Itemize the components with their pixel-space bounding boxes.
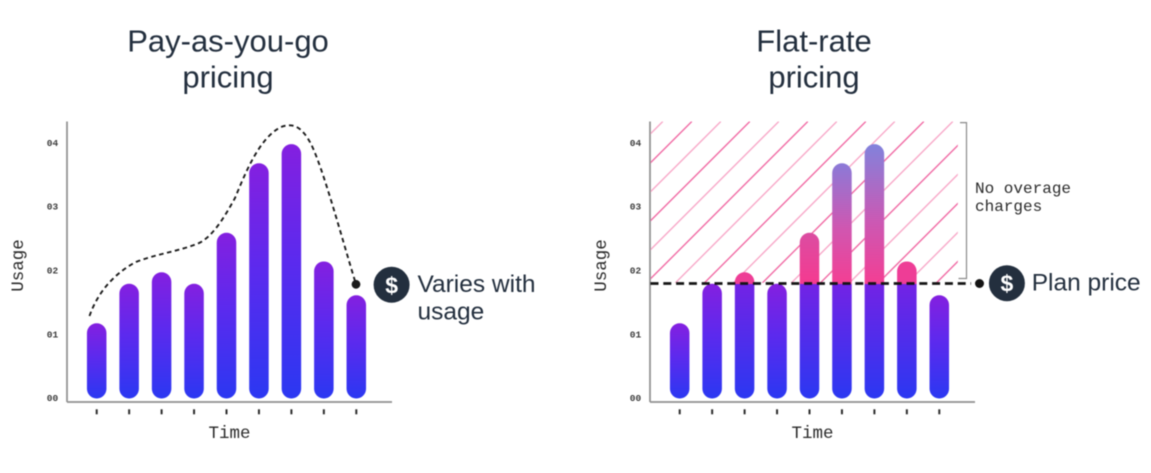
svg-text:02: 02 [630,266,642,277]
svg-text:pricing: pricing [182,60,273,95]
svg-text:01: 01 [630,329,642,340]
svg-text:03: 03 [47,202,59,213]
svg-text:02: 02 [47,266,59,277]
svg-text:01: 01 [47,329,59,340]
svg-text:Pay-as-you-go: Pay-as-you-go [127,24,329,59]
svg-text:$: $ [385,272,398,298]
svg-text:Flat-rate: Flat-rate [756,24,871,59]
svg-text:usage: usage [418,299,485,326]
svg-text:03: 03 [630,202,642,213]
svg-text:Usage: Usage [9,239,29,292]
svg-text:No overage: No overage [975,180,1071,198]
svg-text:00: 00 [630,393,642,404]
svg-text:00: 00 [47,393,59,404]
svg-text:04: 04 [47,138,59,149]
svg-text:04: 04 [630,138,642,149]
svg-text:pricing: pricing [768,60,859,95]
svg-text:Plan price: Plan price [1032,270,1141,297]
svg-text:Usage: Usage [592,239,612,292]
svg-text:charges: charges [975,198,1042,216]
svg-text:Time: Time [208,424,250,444]
svg-text:Time: Time [791,424,833,444]
svg-text:Varies with: Varies with [418,271,536,298]
svg-text:$: $ [1001,271,1014,297]
